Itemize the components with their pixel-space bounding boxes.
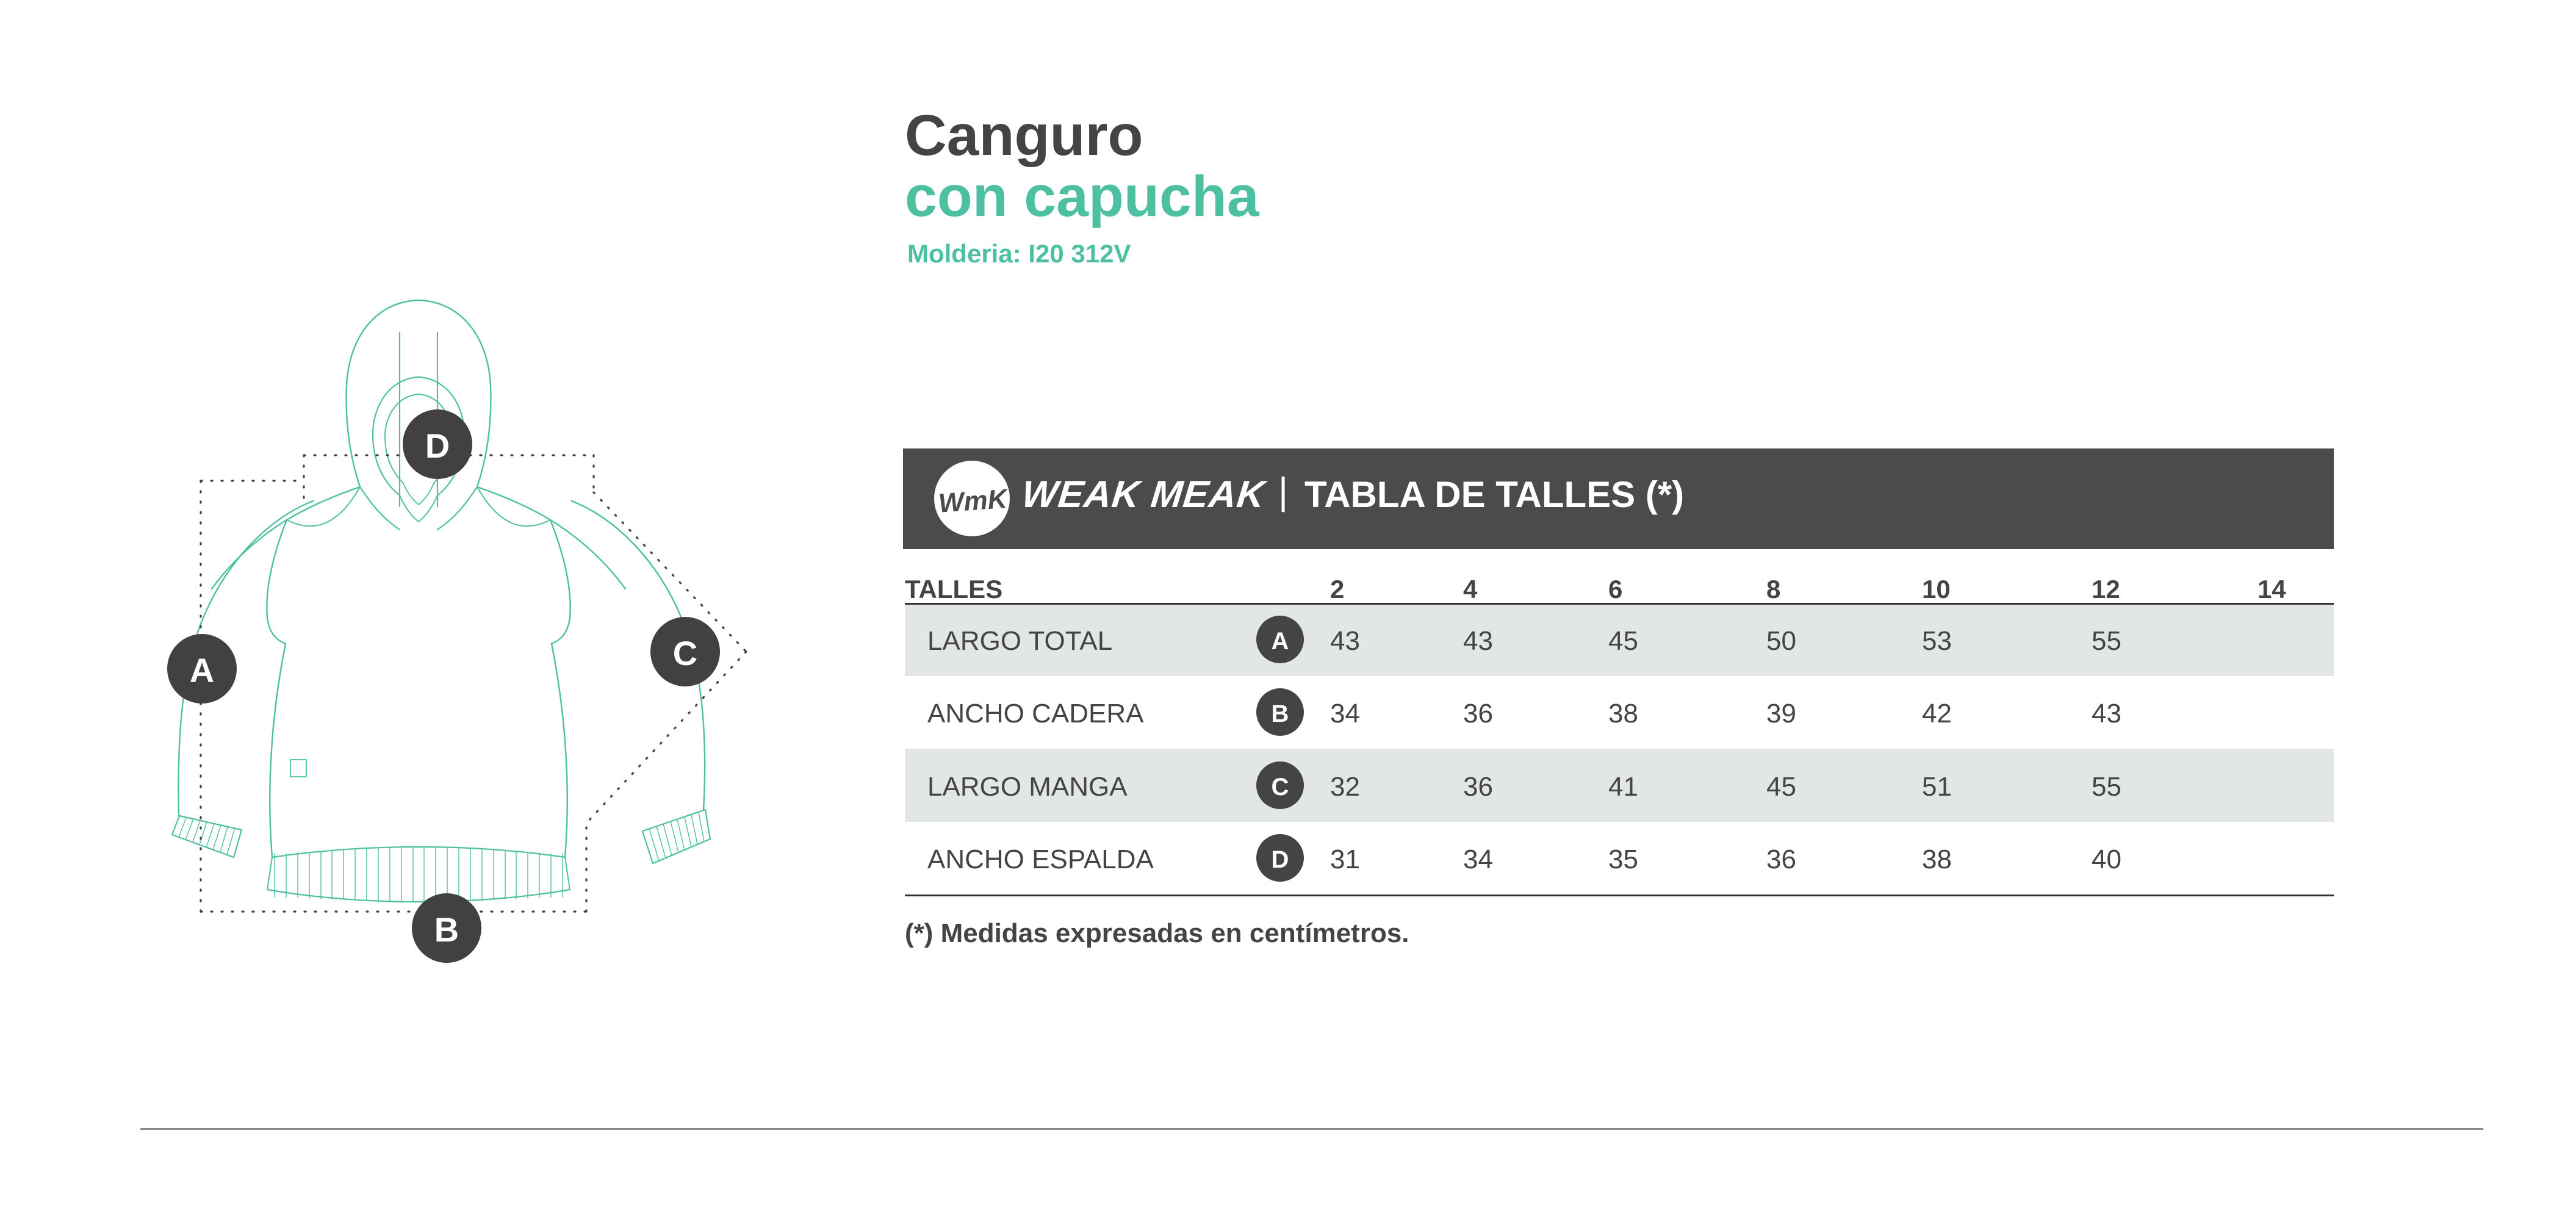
svg-text:B: B xyxy=(1272,700,1289,727)
svg-text:D: D xyxy=(425,427,450,465)
svg-text:D: D xyxy=(1272,846,1289,873)
svg-text:WmK: WmK xyxy=(938,484,1010,519)
svg-text:C: C xyxy=(673,634,697,672)
svg-text:C: C xyxy=(1272,774,1289,801)
svg-text:A: A xyxy=(190,651,214,689)
svg-text:B: B xyxy=(434,910,459,949)
svg-text:A: A xyxy=(1272,628,1289,655)
